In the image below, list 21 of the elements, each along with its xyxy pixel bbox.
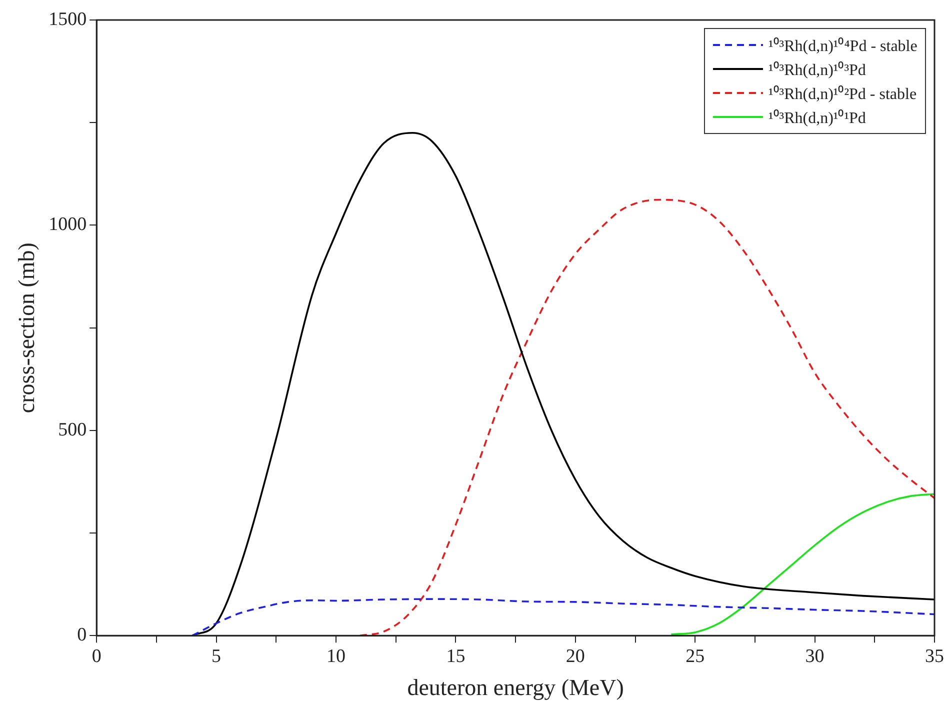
x-axis-title: deuteron energy (MeV) [407,675,624,700]
x-tick-label: 0 [92,646,102,667]
x-tick-label: 30 [805,646,824,667]
line-series [191,598,934,636]
y-tick-label: 1000 [48,214,87,236]
line-series [359,198,934,636]
legend-label: ¹⁰³Rh(d,n)¹⁰⁴Pd - stable [768,36,918,56]
x-tick-label: 20 [566,646,585,667]
x-tick-label: 25 [686,646,705,667]
legend-label: ¹⁰³Rh(d,n)¹⁰²Pd - stable [768,84,917,104]
x-tick-label: 15 [446,646,466,667]
y-tick-label: 0 [77,624,87,646]
x-tick-label: 10 [326,646,346,667]
legend-label: ¹⁰³Rh(d,n)¹⁰³Pd [768,60,866,80]
y-tick-label: 500 [58,419,87,440]
legend-label: ¹⁰³Rh(d,n)¹⁰¹Pd [768,108,866,128]
x-tick-label: 5 [212,646,222,667]
line-series [670,493,934,636]
x-tick-label: 35 [925,646,944,667]
y-axis-title: cross-section (mb) [14,242,39,414]
y-tick-label: 1500 [48,8,87,30]
